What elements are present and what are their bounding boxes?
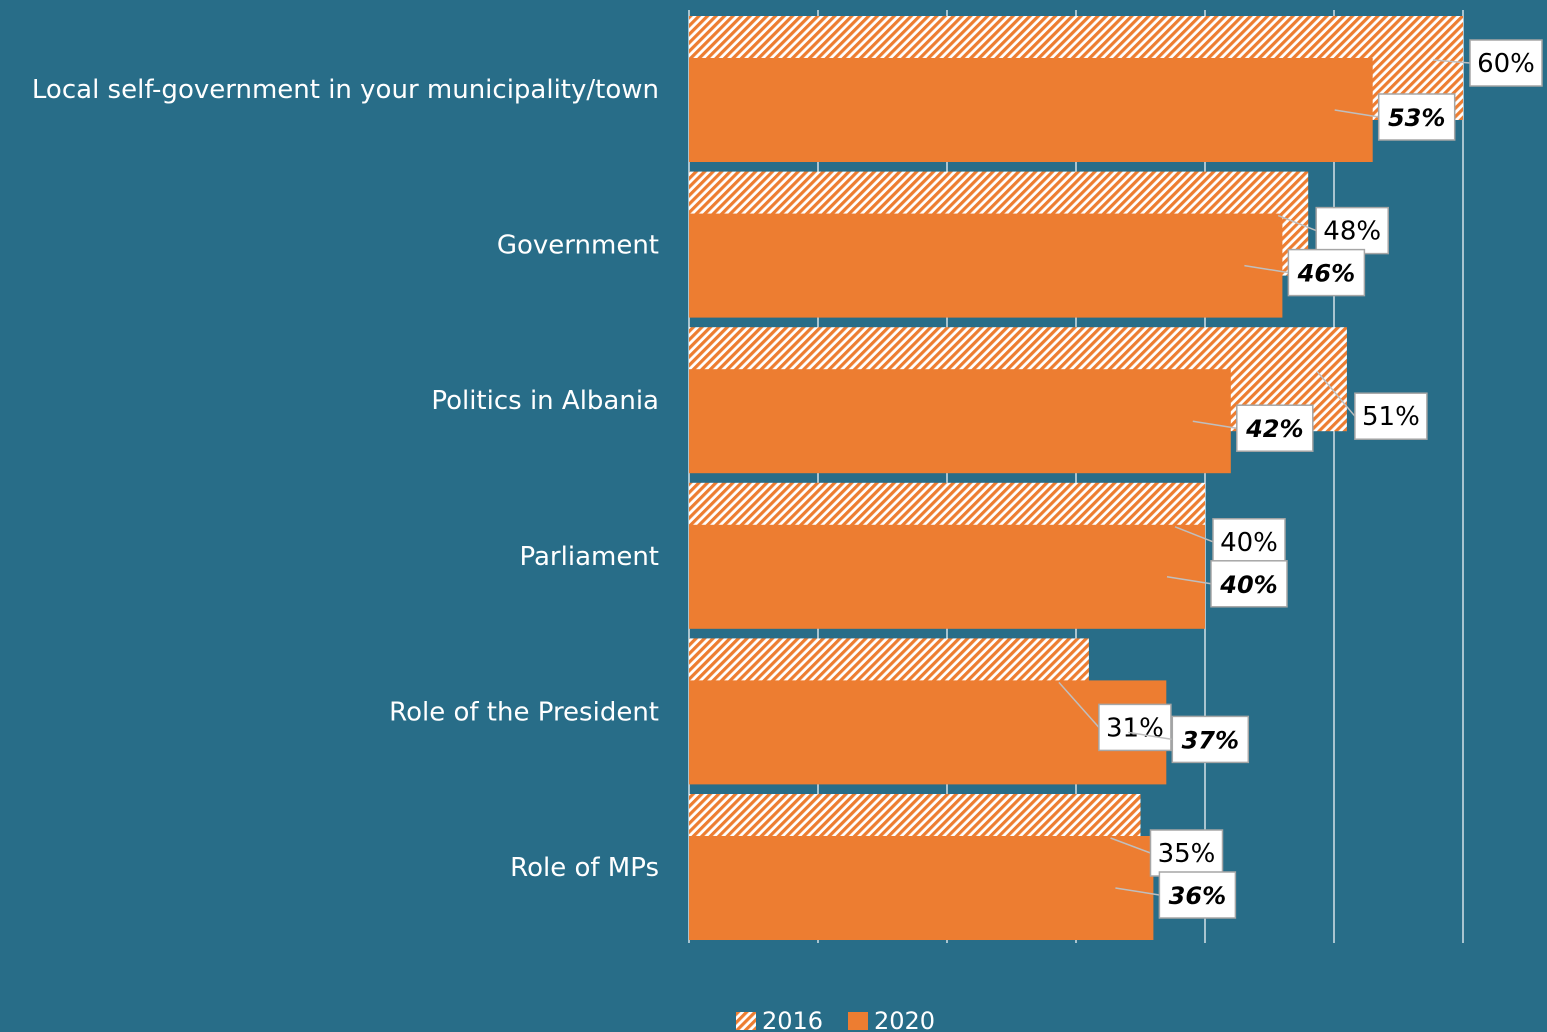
callout-leader (1316, 370, 1356, 417)
data-label-2020: 53% (1388, 104, 1445, 132)
callout-leader (1115, 887, 1160, 896)
callout-leader (1058, 681, 1100, 728)
callout-box (1236, 404, 1314, 452)
data-label-2016: 51% (1362, 402, 1420, 432)
data-label-2016: 40% (1220, 528, 1278, 558)
category-label: Politics in Albania (431, 386, 659, 416)
data-label-2016: 35% (1158, 839, 1216, 869)
data-labels: 60% 53% 48% 46% 51% 42% 40% 40% 31% 37% 35% 36% (1058, 39, 1543, 919)
callout-leader (1244, 264, 1289, 274)
callout-box (1158, 871, 1237, 919)
gridlines (688, 10, 1464, 943)
category-label: Government (497, 231, 659, 261)
legend-label-2020: 2020 (874, 1007, 935, 1032)
callout-leader (1174, 526, 1214, 543)
callout-box (1210, 560, 1288, 608)
bars (689, 16, 1463, 940)
bar-2020 (689, 213, 1283, 318)
bar-2020 (689, 369, 1231, 474)
callout-leader (1192, 420, 1237, 429)
callout-leader (1128, 731, 1173, 741)
legend-swatch-2016 (736, 1012, 756, 1030)
category-label: Local self-government in your municipali… (32, 75, 659, 105)
callout-box (1171, 715, 1250, 764)
category-labels: Local self-government in your municipali… (32, 75, 659, 883)
category-label: Parliament (519, 542, 659, 572)
bar-2020 (689, 524, 1205, 629)
data-label-2020: 40% (1219, 571, 1277, 599)
data-label-2020: 42% (1245, 415, 1303, 443)
data-label-2016: 48% (1323, 217, 1381, 247)
callout-box (1287, 248, 1366, 297)
category-label: Role of the President (389, 697, 659, 727)
legend-label-2016: 2016 (762, 1007, 823, 1032)
callout-box (1469, 39, 1543, 87)
callout-leader (1334, 109, 1379, 118)
data-label-2016: 31% (1106, 713, 1164, 743)
data-label-2020: 37% (1182, 726, 1239, 754)
callout-box (1098, 703, 1172, 752)
category-label: Role of MPs (510, 853, 659, 883)
bar-2020 (689, 836, 1154, 940)
callout-leader (1166, 576, 1212, 585)
callout-leader (1110, 837, 1151, 854)
callout-box (1377, 93, 1456, 141)
bar-2020 (689, 58, 1373, 162)
callout-leader (1277, 214, 1317, 232)
callout-box (1354, 392, 1428, 440)
data-label-2020: 46% (1297, 260, 1355, 288)
data-label-2016: 60% (1477, 49, 1535, 79)
data-label-2020: 36% (1169, 882, 1226, 910)
legend: 2016 2020 (736, 1007, 935, 1032)
callout-box (1212, 518, 1286, 566)
legend-swatch-2020 (848, 1012, 868, 1030)
bar-2020 (689, 680, 1167, 785)
callout-leader (1432, 59, 1471, 64)
